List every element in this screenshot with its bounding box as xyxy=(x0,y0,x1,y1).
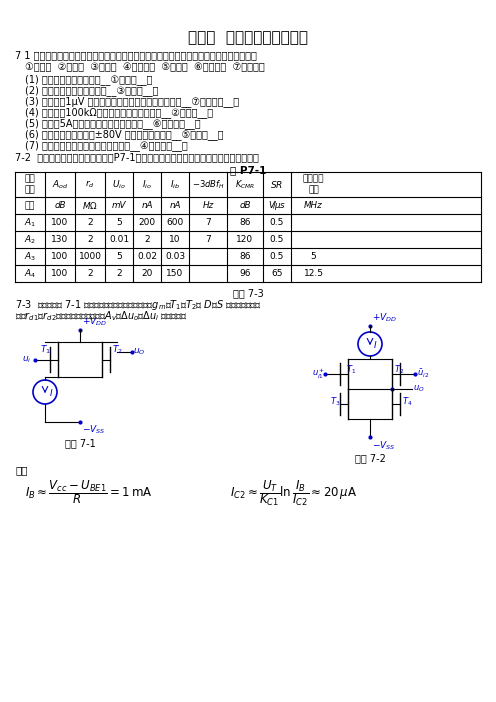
Text: 200: 200 xyxy=(138,218,156,227)
Text: 0.5: 0.5 xyxy=(270,235,284,244)
Text: 别为$r_{d1}$和$r_{d2}$。试求解电压放大倍数$A_v$＝$\Delta u_o$／$\Delta u_i$ 的表达式。: 别为$r_{d1}$和$r_{d2}$。试求解电压放大倍数$A_v$＝$\Del… xyxy=(15,309,187,323)
Text: $T_4$: $T_4$ xyxy=(402,395,413,407)
Text: 7-2  已知几个集成运放的参数如表P7-1所示，试分别说明它们各属于哪种类型的运放。: 7-2 已知几个集成运放的参数如表P7-1所示，试分别说明它们各属于哪种类型的运… xyxy=(15,152,259,162)
Text: 120: 120 xyxy=(237,235,253,244)
Text: (1) 作低频放大器，应选用__①通用型__。: (1) 作低频放大器，应选用__①通用型__。 xyxy=(25,74,152,85)
Text: 2: 2 xyxy=(87,218,93,227)
Text: $-3dBf_H$: $-3dBf_H$ xyxy=(191,178,224,191)
Text: 20: 20 xyxy=(141,269,153,278)
Text: $T_3$: $T_3$ xyxy=(330,395,340,407)
Text: 86: 86 xyxy=(239,218,251,227)
Text: $K_{CMR}$: $K_{CMR}$ xyxy=(235,178,255,191)
Text: $I_B \approx \dfrac{V_{cc}-U_{BE1}}{R} = 1\,\mathrm{mA}$: $I_B \approx \dfrac{V_{cc}-U_{BE1}}{R} =… xyxy=(25,478,152,505)
Text: 表 P7-1: 表 P7-1 xyxy=(230,165,266,175)
Text: $T_1$: $T_1$ xyxy=(40,344,51,357)
Text: $T_2$: $T_2$ xyxy=(112,344,123,357)
Text: 100: 100 xyxy=(52,252,68,261)
Text: mV: mV xyxy=(112,201,126,210)
Text: 0.5: 0.5 xyxy=(270,252,284,261)
Text: 单位增益
带宽: 单位增益 带宽 xyxy=(303,175,324,194)
Text: 96: 96 xyxy=(239,269,251,278)
Text: $r_d$: $r_d$ xyxy=(85,179,95,190)
Text: $SR$: $SR$ xyxy=(270,179,284,190)
Text: $M\Omega$: $M\Omega$ xyxy=(82,200,98,211)
Text: $+V_{DD}$: $+V_{DD}$ xyxy=(372,312,397,324)
Text: 2: 2 xyxy=(116,269,122,278)
Text: $A_1$: $A_1$ xyxy=(24,216,36,229)
Text: nA: nA xyxy=(141,201,153,210)
Text: 130: 130 xyxy=(52,235,68,244)
Text: (3) 作幅值为1μV 以下微弱信号的测量放大器，应选用__⑦高精度型__。: (3) 作幅值为1μV 以下微弱信号的测量放大器，应选用__⑦高精度型__。 xyxy=(25,96,239,107)
Text: 0.01: 0.01 xyxy=(109,235,129,244)
Text: $u_O$: $u_O$ xyxy=(133,347,145,357)
Text: 1000: 1000 xyxy=(78,252,102,261)
Text: 0.5: 0.5 xyxy=(270,218,284,227)
Text: $u_{i1}^+$: $u_{i1}^+$ xyxy=(312,367,325,381)
Text: 单位: 单位 xyxy=(25,201,35,210)
Text: 5: 5 xyxy=(116,252,122,261)
Text: $I_{ib}$: $I_{ib}$ xyxy=(170,178,180,191)
Text: 86: 86 xyxy=(239,252,251,261)
Text: $-V_{SS}$: $-V_{SS}$ xyxy=(82,424,106,437)
Text: 65: 65 xyxy=(271,269,283,278)
Text: 题图 7-2: 题图 7-2 xyxy=(355,453,385,463)
Text: $\bar{u}_{i2}$: $\bar{u}_{i2}$ xyxy=(417,368,429,380)
Text: $T_2$: $T_2$ xyxy=(394,363,404,376)
Text: 0.03: 0.03 xyxy=(165,252,185,261)
Text: $A_3$: $A_3$ xyxy=(24,250,36,263)
Text: 题图 7-3: 题图 7-3 xyxy=(233,288,263,298)
Text: $I$: $I$ xyxy=(373,338,377,350)
Text: $A_4$: $A_4$ xyxy=(24,267,36,280)
Text: 特性
指标: 特性 指标 xyxy=(25,175,35,194)
Text: 0.02: 0.02 xyxy=(137,252,157,261)
Text: (6) 要求输出电压幅值为±80V 的放大器，应选用__⑤高压型__。: (6) 要求输出电压幅值为±80V 的放大器，应选用__⑤高压型__。 xyxy=(25,129,224,140)
Text: dB: dB xyxy=(239,201,251,210)
Text: 12.5: 12.5 xyxy=(304,269,323,278)
Text: $-V_{SS}$: $-V_{SS}$ xyxy=(372,439,395,451)
Text: $I_{io}$: $I_{io}$ xyxy=(142,178,152,191)
Text: $+V_{DD}$: $+V_{DD}$ xyxy=(82,315,107,328)
Text: $A_{od}$: $A_{od}$ xyxy=(52,178,68,191)
Text: 第七章  集成运算放大器简介: 第七章 集成运算放大器简介 xyxy=(188,30,308,45)
Text: 2: 2 xyxy=(87,269,93,278)
Text: 10: 10 xyxy=(169,235,181,244)
Text: (2) 作宽频带放大器，应选用__③高速型__。: (2) 作宽频带放大器，应选用__③高速型__。 xyxy=(25,85,158,96)
Text: $I_{C2} \approx \dfrac{U_T}{K_{C1}} \ln \dfrac{I_B}{I_{C2}} \approx 20\,\mu\math: $I_{C2} \approx \dfrac{U_T}{K_{C1}} \ln … xyxy=(230,478,357,508)
Text: $A_2$: $A_2$ xyxy=(24,233,36,246)
Text: (5) 负载需5A电流驱动的放大器，应选用__⑥大功率型__。: (5) 负载需5A电流驱动的放大器，应选用__⑥大功率型__。 xyxy=(25,118,200,129)
Text: ①通用型  ②高阻型  ③高速型  ④低功耗型  ⑤高压型  ⑥大功率型  ⑦高精度型: ①通用型 ②高阻型 ③高速型 ④低功耗型 ⑤高压型 ⑥大功率型 ⑦高精度型 xyxy=(25,62,265,72)
Text: 2: 2 xyxy=(144,235,150,244)
Text: 解：: 解： xyxy=(15,465,27,475)
Text: nA: nA xyxy=(169,201,181,210)
Text: (4) 作内阻为100kΩ信号源的放大器，应选用__②高阻型__。: (4) 作内阻为100kΩ信号源的放大器，应选用__②高阻型__。 xyxy=(25,107,213,118)
Text: (7) 宇航仪器中所用的放大器，应选用__④低功耗型__。: (7) 宇航仪器中所用的放大器，应选用__④低功耗型__。 xyxy=(25,140,188,151)
Text: 5: 5 xyxy=(310,252,316,261)
Text: 100: 100 xyxy=(52,218,68,227)
Text: 600: 600 xyxy=(166,218,184,227)
Text: $U_{io}$: $U_{io}$ xyxy=(112,178,126,191)
Text: MHz: MHz xyxy=(304,201,323,210)
Text: 7-3  电路如题图 7-1 所示，各晶体管的低频跨导均为$g_m$，$T_1$和$T_2$管 $D$－$S$ 间的动态电阻分: 7-3 电路如题图 7-1 所示，各晶体管的低频跨导均为$g_m$，$T_1$和… xyxy=(15,298,262,312)
Text: dB: dB xyxy=(54,201,66,210)
Text: 5: 5 xyxy=(116,218,122,227)
Text: 7 1 根据下列要求，将应优先考虑使用的集成运放填入空内。已知现有集成运放的类型是：: 7 1 根据下列要求，将应优先考虑使用的集成运放填入空内。已知现有集成运放的类型… xyxy=(15,50,257,60)
Text: $I$: $I$ xyxy=(49,387,54,397)
Text: $u_i$: $u_i$ xyxy=(22,355,31,365)
Text: $u_O$: $u_O$ xyxy=(413,384,425,395)
Text: $T_1$: $T_1$ xyxy=(346,363,356,376)
Text: 题图 7-1: 题图 7-1 xyxy=(64,438,95,448)
Text: 7: 7 xyxy=(205,218,211,227)
Text: 7: 7 xyxy=(205,235,211,244)
Text: 2: 2 xyxy=(87,235,93,244)
Text: 150: 150 xyxy=(166,269,184,278)
Text: Hz: Hz xyxy=(202,201,214,210)
Text: $V\!/\!\mu s$: $V\!/\!\mu s$ xyxy=(268,199,286,212)
Text: 100: 100 xyxy=(52,269,68,278)
